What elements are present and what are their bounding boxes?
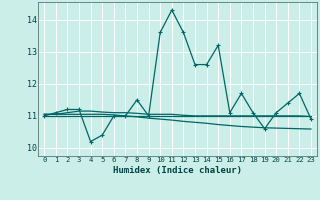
X-axis label: Humidex (Indice chaleur): Humidex (Indice chaleur) — [113, 166, 242, 175]
